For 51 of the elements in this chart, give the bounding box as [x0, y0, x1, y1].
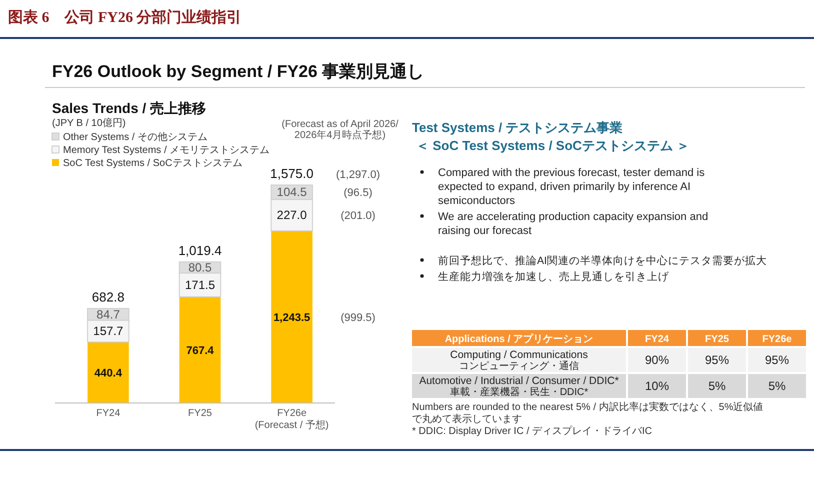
bar: [88, 342, 129, 403]
data-label: 104.5: [276, 185, 308, 200]
data-label: 227.0: [276, 208, 308, 222]
category-label: FY24: [645, 334, 670, 345]
text: (Forecast as of April 2026/ 2026年4月時点予想): [282, 119, 399, 141]
total-label: 1,019.4: [178, 242, 222, 258]
text: (1,297.0): [336, 169, 380, 181]
data-label: 80.5: [188, 260, 212, 274]
data-label: 440.4: [94, 368, 123, 380]
data-label: 84.7: [96, 307, 120, 322]
text: 95%: [704, 353, 730, 367]
text: (JPY B / 10億円): [52, 117, 126, 129]
data-label: 767.4: [186, 344, 215, 357]
text: 90%: [644, 353, 670, 367]
total-label: 682.8: [92, 289, 124, 304]
legend-label: Memory Test Systems / メモリテストシステム: [63, 145, 270, 156]
text: 前回予想比で、推論AI関連の半導体向けを中心にテスタ需要が拡大: [438, 254, 767, 267]
category-label: FY25: [705, 334, 730, 345]
text: (201.0): [340, 210, 376, 222]
bar: [179, 296, 221, 403]
data-label: 171.5: [184, 278, 216, 292]
x-tick-label: FY26e: [277, 408, 307, 419]
text: 图表 6 公司 FY26 分部门业绩指引: [8, 8, 242, 26]
legend-label: Other Systems / その他システム: [63, 131, 208, 143]
total-label: 1,575.0: [270, 166, 314, 181]
text: * DDIC: Display Driver IC / ディスプレイ・ドライバIC: [412, 425, 652, 437]
text: 生産能力増強を加速し、売上見通しを引き上げ: [438, 270, 670, 283]
text: Compared with the previous forecast, tester demand is expected to expand, driven primarily by inference AI semiconductors: [438, 167, 706, 207]
bar: [271, 230, 312, 403]
text: FY26 Outlook by Segment / FY26 事業別見通し: [52, 62, 424, 81]
text: We are accelerating production capacity expansion and raising our forecast: [438, 211, 708, 237]
text: Test Systems / テストシステム事業: [412, 120, 623, 135]
data-label: 1,243.5: [273, 312, 310, 324]
text: 95%: [764, 353, 790, 367]
chart-title: Sales Trends / 売上推移: [52, 100, 206, 116]
text: (Forecast / 予想): [254, 419, 329, 431]
text: Numbers are rounded to the nearest 5% / 内訳比率は実数ではなく、5%近似値で丸めて表示しています: [412, 401, 764, 425]
text: Applications / アプリケーション: [444, 333, 594, 345]
text: (999.5): [340, 312, 376, 324]
text: 10%: [644, 379, 670, 393]
x-tick-label: FY24: [96, 408, 121, 419]
category-label: Computing / Communications コンピューティング・通信: [450, 349, 588, 372]
x-tick-label: FY25: [188, 408, 212, 419]
data-label: 157.7: [93, 324, 124, 338]
category-label: FY26e: [762, 334, 792, 345]
text: 5%: [708, 379, 726, 393]
category-label: Automotive / Industrial / Consumer / DDIC* 車載・産業機器・民生・DDIC*: [419, 375, 619, 398]
text: (96.5): [344, 187, 372, 200]
text: 5%: [768, 379, 786, 393]
text: ＜ SoC Test Systems / SoCテストシステム ＞: [416, 138, 690, 153]
legend-label: SoC Test Systems / SoCテストシステム: [63, 158, 242, 169]
